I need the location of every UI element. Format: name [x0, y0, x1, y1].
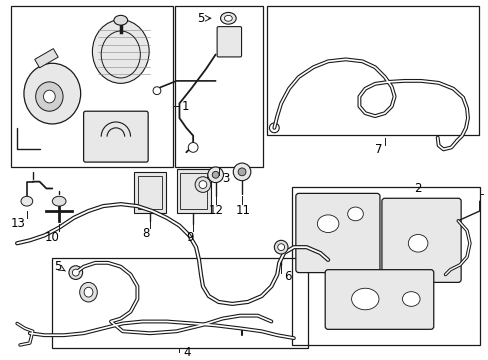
Ellipse shape — [92, 20, 149, 84]
FancyBboxPatch shape — [217, 27, 241, 57]
Ellipse shape — [402, 292, 419, 306]
Ellipse shape — [72, 269, 79, 276]
Ellipse shape — [43, 90, 55, 103]
Ellipse shape — [21, 196, 33, 206]
FancyBboxPatch shape — [381, 198, 460, 282]
Text: 6: 6 — [284, 270, 291, 283]
Ellipse shape — [36, 82, 63, 111]
Ellipse shape — [114, 15, 127, 25]
Ellipse shape — [274, 240, 287, 254]
Ellipse shape — [347, 207, 363, 221]
Ellipse shape — [188, 143, 198, 152]
Ellipse shape — [212, 171, 219, 178]
Ellipse shape — [69, 266, 82, 279]
Ellipse shape — [153, 87, 161, 95]
Ellipse shape — [52, 196, 66, 206]
Ellipse shape — [233, 163, 250, 181]
Ellipse shape — [317, 215, 338, 233]
Ellipse shape — [80, 282, 97, 302]
FancyBboxPatch shape — [325, 270, 433, 329]
Text: 10: 10 — [44, 231, 59, 244]
Bar — [134, 172, 165, 213]
Bar — [176, 169, 210, 213]
Text: 13: 13 — [10, 217, 25, 230]
Bar — [180, 173, 206, 209]
Bar — [267, 6, 478, 135]
Text: 5: 5 — [197, 12, 204, 25]
Bar — [11, 6, 172, 167]
Text: 11: 11 — [235, 204, 250, 217]
Ellipse shape — [195, 177, 210, 192]
Ellipse shape — [407, 234, 427, 252]
Ellipse shape — [277, 244, 284, 251]
Text: 2: 2 — [413, 182, 421, 195]
Ellipse shape — [269, 123, 279, 133]
Text: 12: 12 — [208, 204, 224, 217]
Text: 1: 1 — [181, 100, 188, 113]
Bar — [52, 258, 307, 348]
Ellipse shape — [220, 13, 236, 24]
Ellipse shape — [238, 168, 245, 176]
Text: 8: 8 — [142, 227, 149, 240]
Text: 4: 4 — [183, 346, 190, 359]
Ellipse shape — [207, 167, 223, 183]
Ellipse shape — [84, 287, 93, 297]
Text: 9: 9 — [186, 231, 193, 244]
Bar — [174, 6, 262, 167]
Bar — [35, 49, 58, 68]
Ellipse shape — [199, 181, 206, 189]
Bar — [138, 176, 162, 209]
Bar — [291, 186, 479, 345]
Ellipse shape — [24, 63, 81, 124]
Ellipse shape — [224, 15, 232, 21]
FancyBboxPatch shape — [295, 193, 379, 273]
Text: 3: 3 — [222, 172, 229, 185]
Text: 7: 7 — [374, 143, 382, 156]
Text: 5: 5 — [54, 260, 61, 273]
FancyBboxPatch shape — [83, 111, 148, 162]
Ellipse shape — [351, 288, 378, 310]
